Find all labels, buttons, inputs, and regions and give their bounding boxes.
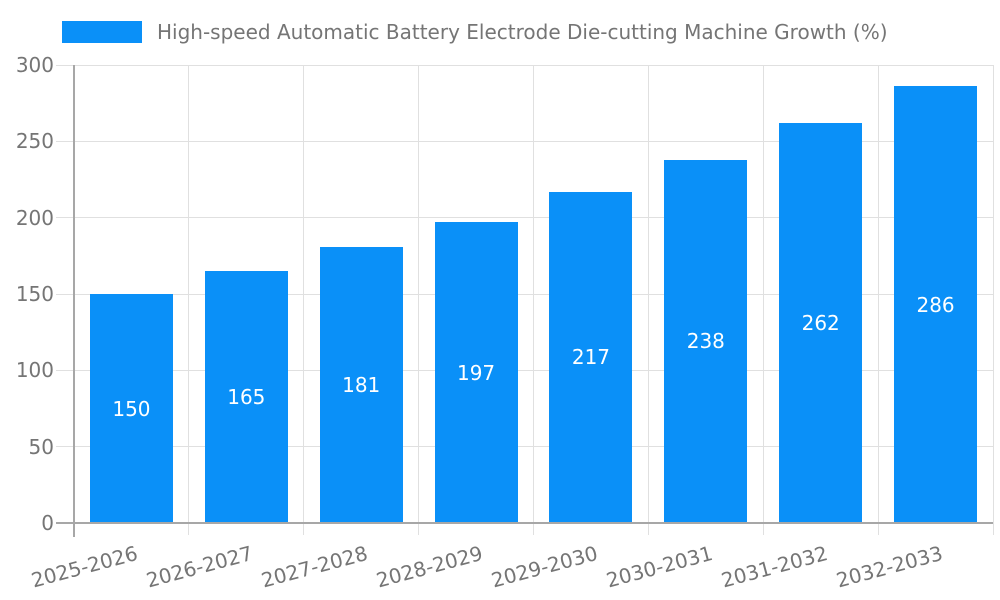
- bar-value-label: 181: [342, 372, 381, 397]
- h-gridline: [56, 217, 993, 219]
- x-axis-label: 2025-2026: [29, 541, 141, 593]
- h-gridline: [56, 293, 993, 295]
- v-gridline: [303, 65, 305, 535]
- bar-value-label: 165: [227, 385, 266, 410]
- bar[interactable]: 238: [664, 159, 748, 523]
- bar[interactable]: 150: [89, 294, 173, 523]
- v-gridline: [647, 65, 649, 535]
- y-axis-label: 200: [15, 205, 54, 230]
- x-axis-line: [56, 522, 993, 524]
- bar-value-label: 217: [571, 345, 611, 370]
- legend: High-speed Automatic Battery Electrode D…: [62, 21, 888, 43]
- y-axis-line: [73, 65, 75, 537]
- legend-label[interactable]: High-speed Automatic Battery Electrode D…: [157, 20, 888, 44]
- bar-value-label: 262: [801, 311, 840, 335]
- h-gridline: [56, 446, 993, 448]
- x-axis-label: 2031-2032: [718, 541, 830, 593]
- y-axis-label: 50: [28, 434, 54, 459]
- bar-value-label: 286: [916, 292, 955, 317]
- y-axis-label: 0: [41, 511, 54, 535]
- v-gridline: [188, 65, 190, 535]
- h-gridline: [56, 64, 993, 66]
- x-axis-label: 2027-2028: [258, 541, 371, 593]
- v-gridline: [418, 65, 420, 535]
- bar[interactable]: 181: [319, 246, 403, 523]
- bar[interactable]: 165: [204, 271, 288, 523]
- bar-value-label: 150: [112, 396, 151, 421]
- bar[interactable]: 262: [779, 123, 863, 523]
- v-gridline: [762, 65, 764, 535]
- legend-swatch[interactable]: [62, 21, 142, 43]
- h-gridline: [56, 369, 993, 371]
- x-axis-label: 2028-2029: [373, 541, 486, 593]
- bar-value-label: 197: [456, 360, 496, 385]
- bar[interactable]: 217: [549, 191, 633, 523]
- plot-area: 150 165 181 197 217 238 262 286: [56, 64, 994, 537]
- v-gridline: [877, 65, 879, 535]
- y-axis-label: 100: [15, 358, 54, 383]
- y-axis-label: 150: [15, 282, 54, 306]
- x-axis-label: 2026-2027: [144, 541, 256, 593]
- y-axis-label: 250: [15, 129, 54, 154]
- h-gridline: [56, 140, 993, 142]
- x-axis-label: 2030-2031: [603, 541, 716, 593]
- v-gridline: [533, 65, 534, 535]
- bar[interactable]: 286: [894, 86, 978, 523]
- x-axis-label: 2029-2030: [488, 541, 601, 593]
- y-axis-label: 300: [15, 53, 54, 77]
- bar[interactable]: 197: [434, 222, 518, 523]
- v-gridline: [992, 65, 994, 535]
- x-axis-label: 2032-2033: [833, 541, 945, 593]
- bar-value-label: 238: [686, 329, 725, 354]
